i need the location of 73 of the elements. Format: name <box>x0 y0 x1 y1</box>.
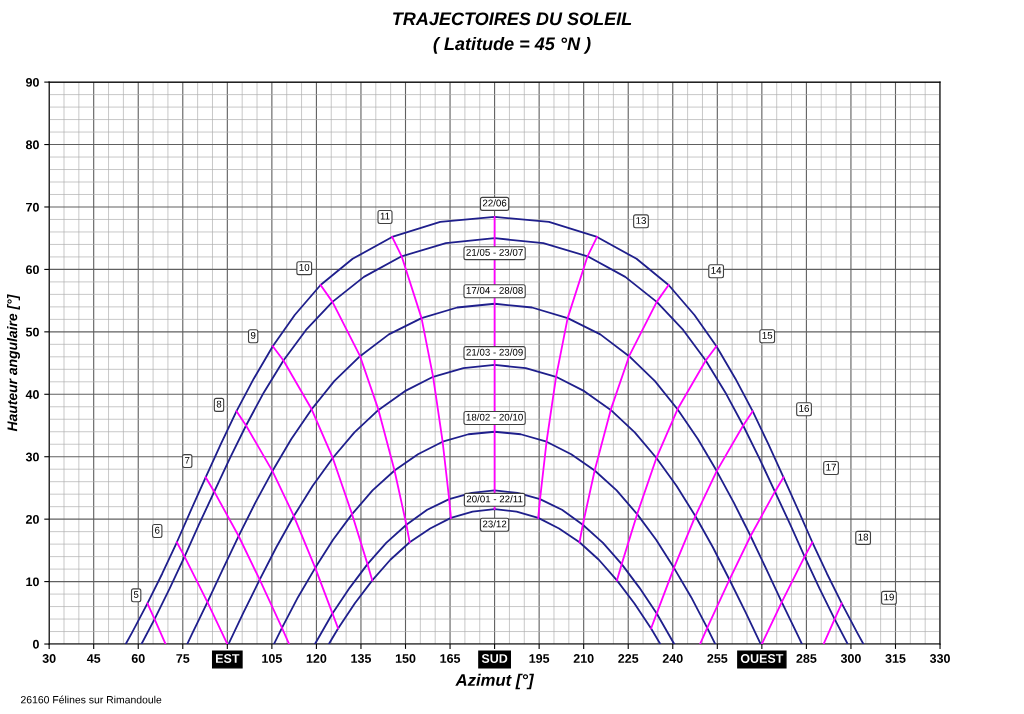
annotation: 17 <box>826 463 836 471</box>
x-tick-label: 30 <box>42 654 56 663</box>
y-axis-title: Hauteur angulaire [°] <box>7 294 20 432</box>
annotation: 22/06 <box>482 199 507 207</box>
x-tick-label: 330 <box>929 654 950 663</box>
x-tick-label: 75 <box>176 654 190 663</box>
annotation: 16 <box>799 405 809 412</box>
line-series <box>616 345 718 582</box>
y-tick-label: 50 <box>25 327 39 337</box>
x-tick-label: OUEST <box>740 654 784 663</box>
y-tick-label: 70 <box>26 202 39 212</box>
x-tick-label: 300 <box>840 654 861 663</box>
x-tick-label: 210 <box>573 654 594 663</box>
x-tick-label: 150 <box>395 654 416 663</box>
x-tick-label: 165 <box>440 654 461 663</box>
line-series <box>699 476 785 645</box>
y-tick-label: 20 <box>25 514 39 524</box>
annotation: 20/01 - 22/11 <box>466 495 523 503</box>
line-series <box>227 364 762 645</box>
x-tick-label: EST <box>216 654 240 663</box>
x-tick-label: 105 <box>262 654 282 663</box>
annotation: 18/02 - 20/10 <box>466 413 523 421</box>
line-series <box>314 489 676 645</box>
x-tick-label: 45 <box>86 654 101 663</box>
y-tick-label: 30 <box>25 452 39 462</box>
line-series <box>235 410 339 630</box>
annotation: 17/04 - 28/08 <box>466 286 523 294</box>
chart-subtitle: ( Latitude = 45 °N ) <box>433 36 591 54</box>
annotation: 7 <box>185 456 190 464</box>
x-tick-label: 315 <box>885 654 906 663</box>
annotation: 9 <box>250 331 256 339</box>
line-series <box>271 345 374 582</box>
annotation: 23/12 <box>482 520 507 528</box>
line-series <box>319 284 411 544</box>
annotation: 18 <box>858 533 869 541</box>
y-tick-label: 80 <box>25 140 39 150</box>
line-series <box>391 236 452 519</box>
annotation: 14 <box>711 267 722 274</box>
x-tick-label: 225 <box>618 654 639 663</box>
line-series <box>650 410 754 630</box>
y-tick-label: 40 <box>25 390 39 399</box>
annotation: 8 <box>216 400 222 408</box>
line-series <box>760 541 814 645</box>
y-tick-label: 60 <box>25 265 39 275</box>
text: 26160 Félines sur Rimandoule <box>21 695 162 704</box>
line-series <box>175 541 229 645</box>
x-tick-label: 285 <box>796 654 817 663</box>
line-series <box>204 476 291 645</box>
x-tick-label: 135 <box>351 654 372 663</box>
line-series <box>273 430 717 645</box>
line-series <box>537 236 598 519</box>
chart-title: TRAJECTOIRES DU SOLEIL <box>393 12 632 26</box>
y-tick-label: 0 <box>32 639 39 649</box>
x-axis-title: Azimut [°] <box>455 673 535 690</box>
line-series <box>578 284 670 544</box>
annotation: 5 <box>133 591 139 598</box>
x-tick-label: 255 <box>707 654 728 663</box>
x-tick-label: 240 <box>662 654 683 663</box>
annotation: 21/03 - 23/09 <box>466 348 523 356</box>
x-tick-label: SUD <box>481 654 508 663</box>
annotation: 13 <box>636 217 646 224</box>
x-tick-label: 195 <box>529 654 550 663</box>
annotation: 21/05 - 23/07 <box>466 248 523 256</box>
annotation: 19 <box>884 593 894 601</box>
line-series <box>327 508 662 645</box>
x-tick-label: 60 <box>131 654 145 663</box>
x-tick-label: 120 <box>306 654 327 663</box>
annotation: 11 <box>380 212 390 220</box>
annotation: 6 <box>155 526 160 534</box>
y-tick-label: 10 <box>26 577 39 587</box>
y-tick-label: 90 <box>25 77 39 87</box>
annotation: 10 <box>299 263 310 271</box>
annotation: 15 <box>762 332 773 339</box>
